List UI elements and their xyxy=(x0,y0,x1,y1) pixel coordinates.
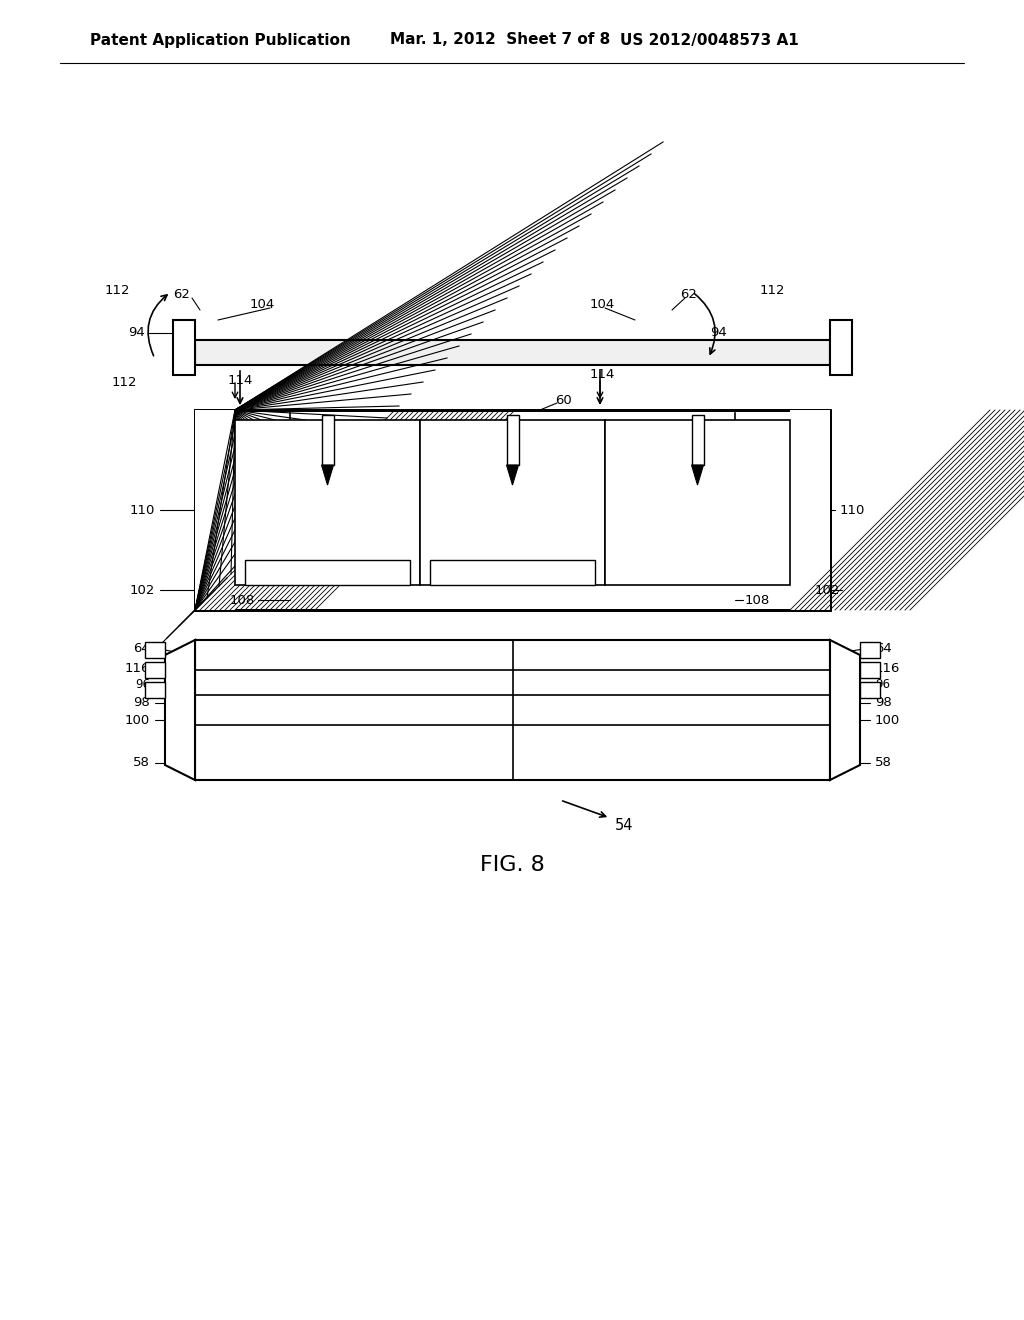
FancyBboxPatch shape xyxy=(420,420,605,585)
Text: 58: 58 xyxy=(874,756,892,770)
FancyBboxPatch shape xyxy=(195,341,830,366)
FancyBboxPatch shape xyxy=(507,414,518,465)
Polygon shape xyxy=(507,465,518,484)
Polygon shape xyxy=(322,465,334,484)
Text: 94: 94 xyxy=(128,326,145,339)
Text: 112: 112 xyxy=(112,376,137,389)
FancyBboxPatch shape xyxy=(145,663,165,678)
Text: 102: 102 xyxy=(130,583,155,597)
FancyBboxPatch shape xyxy=(195,411,234,610)
FancyBboxPatch shape xyxy=(790,411,830,610)
Text: 100: 100 xyxy=(125,714,150,726)
Text: 110: 110 xyxy=(840,503,865,516)
FancyBboxPatch shape xyxy=(691,414,703,465)
Text: 104: 104 xyxy=(590,298,615,312)
Text: 110: 110 xyxy=(130,503,155,516)
Text: FIG. 8: FIG. 8 xyxy=(479,855,545,875)
Text: 116: 116 xyxy=(125,661,150,675)
Text: 96: 96 xyxy=(874,678,890,692)
Text: 102: 102 xyxy=(815,583,840,597)
Text: 104: 104 xyxy=(250,298,275,312)
Text: 108: 108 xyxy=(745,594,770,606)
Text: 112: 112 xyxy=(104,284,130,297)
FancyBboxPatch shape xyxy=(860,663,880,678)
Text: 64: 64 xyxy=(133,642,150,655)
Polygon shape xyxy=(165,640,195,780)
FancyBboxPatch shape xyxy=(860,682,880,698)
Text: 100: 100 xyxy=(874,714,900,726)
Text: 62: 62 xyxy=(680,289,697,301)
Polygon shape xyxy=(830,640,860,780)
Text: 64: 64 xyxy=(874,642,892,655)
Text: 98: 98 xyxy=(874,697,892,710)
FancyBboxPatch shape xyxy=(145,642,165,657)
FancyBboxPatch shape xyxy=(245,560,410,585)
FancyBboxPatch shape xyxy=(430,560,595,585)
FancyBboxPatch shape xyxy=(234,420,420,585)
Text: US 2012/0048573 A1: US 2012/0048573 A1 xyxy=(620,33,799,48)
FancyBboxPatch shape xyxy=(605,420,790,585)
FancyBboxPatch shape xyxy=(145,682,165,698)
FancyBboxPatch shape xyxy=(322,414,334,465)
Polygon shape xyxy=(691,465,703,484)
Text: Patent Application Publication: Patent Application Publication xyxy=(90,33,351,48)
FancyBboxPatch shape xyxy=(195,411,830,610)
Text: 96: 96 xyxy=(135,678,150,692)
FancyBboxPatch shape xyxy=(173,319,195,375)
Text: 114: 114 xyxy=(590,368,615,381)
Text: 58: 58 xyxy=(133,756,150,770)
Text: 94: 94 xyxy=(710,326,727,339)
Text: Mar. 1, 2012  Sheet 7 of 8: Mar. 1, 2012 Sheet 7 of 8 xyxy=(390,33,610,48)
Text: 54: 54 xyxy=(615,817,634,833)
Text: 108: 108 xyxy=(229,594,255,606)
FancyBboxPatch shape xyxy=(830,319,852,375)
FancyBboxPatch shape xyxy=(860,642,880,657)
FancyBboxPatch shape xyxy=(195,640,830,780)
Text: 116: 116 xyxy=(874,661,900,675)
Text: 114: 114 xyxy=(228,374,253,387)
Text: 112: 112 xyxy=(760,284,785,297)
Text: 60: 60 xyxy=(555,393,571,407)
Text: 62: 62 xyxy=(173,289,190,301)
Text: 98: 98 xyxy=(133,697,150,710)
